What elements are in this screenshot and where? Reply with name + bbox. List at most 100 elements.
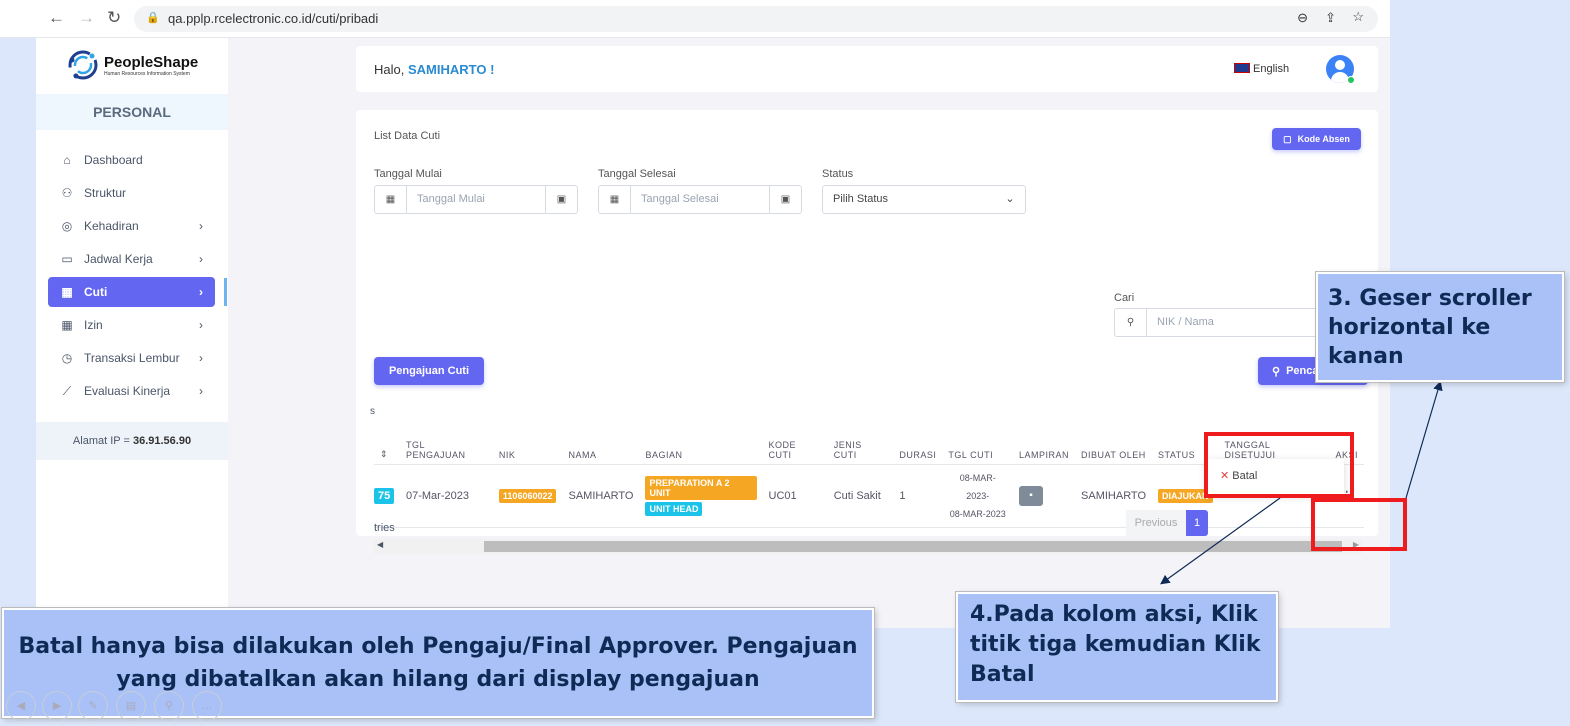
batal-menu-item[interactable]: ✕ Batal [1220, 470, 1257, 482]
column-header[interactable]: DIBUAT OLEH [1075, 420, 1153, 465]
column-header[interactable]: AKSI [1329, 420, 1364, 465]
reload-icon[interactable]: ↻ [107, 8, 122, 27]
entries-text: tries [374, 522, 395, 534]
horizontal-scrollbar[interactable]: ◀ ▶ [374, 539, 1362, 554]
tgl-cuti-end: 08-MAR-2023 [949, 508, 1006, 519]
column-header[interactable]: KODE CUTI [762, 420, 828, 465]
ip-label: Alamat IP = [72, 435, 130, 447]
column-header[interactable]: NAMA [562, 420, 640, 465]
sidebar-item-cuti[interactable]: ▦ Cuti › [48, 277, 215, 307]
sidebar-item-label: Struktur [84, 186, 127, 200]
chevron-down-icon: ⌄ [1005, 193, 1015, 205]
previous-button[interactable]: Previous [1126, 510, 1186, 536]
highlight-box-scroll [1311, 498, 1407, 551]
calendar-picker-icon[interactable]: ▣ [545, 186, 577, 213]
column-header[interactable]: TGL CUTI [942, 420, 1013, 465]
column-header[interactable]: ⇕ [374, 420, 400, 465]
calendar-icon: ▦ [375, 186, 407, 213]
column-header[interactable]: BAGIAN [639, 420, 763, 465]
nik-badge: 1106060022 [498, 488, 557, 503]
kode-absen-button[interactable]: ▢ Kode Absen [1272, 128, 1361, 150]
chevron-right-icon: › [199, 351, 203, 365]
close-icon: ✕ [1220, 470, 1230, 482]
calendar-picker-icon[interactable]: ▣ [769, 186, 801, 213]
browser-toolbar: ← → ↻ 🔒 qa.pplp.rcelectronic.co.id/cuti/… [0, 0, 1390, 38]
star-icon[interactable]: ☆ [1352, 9, 1364, 24]
calendar-icon: ▦ [61, 318, 73, 332]
sidebar-item-label: Dashboard [84, 153, 143, 167]
status-label: Status [822, 168, 854, 180]
sidebar-item-transaksi-lembur[interactable]: ◷ Transaksi Lembur › [48, 343, 215, 373]
sidebar: PeopleShape Human Resources Information S… [36, 38, 228, 628]
sidebar-item-jadwal-kerja[interactable]: ▭ Jadwal Kerja › [48, 244, 215, 274]
column-header[interactable]: LAMPIRAN [1013, 420, 1076, 465]
sidebar-item-struktur[interactable]: ⚇ Struktur [48, 178, 215, 208]
status-select[interactable]: Pilih Status ⌄ [822, 185, 1026, 214]
id-badge: 75 [374, 487, 395, 504]
scroll-right-icon[interactable]: ▶ [1352, 540, 1359, 549]
tanggal-selesai-input[interactable]: ▦ Tanggal Selesai ▣ [598, 185, 802, 214]
uk-flag-icon [1234, 63, 1250, 73]
top-header: Halo, SAMIHARTO ! English [356, 46, 1378, 92]
image-attachment-icon[interactable]: ▪ [1019, 485, 1043, 506]
language-selector[interactable]: English [1234, 63, 1289, 75]
zoom-icon[interactable]: ⊖ [1297, 10, 1308, 25]
sidebar-item-kehadiran[interactable]: ◎ Kehadiran › [48, 211, 215, 241]
pengajuan-cuti-button[interactable]: Pengajuan Cuti [374, 357, 484, 385]
forward-icon[interactable]: → [78, 8, 95, 27]
language-label: English [1253, 63, 1290, 75]
more-icon[interactable]: … [192, 691, 222, 721]
action-menu: ✕ Batal [1206, 459, 1344, 495]
briefcase-icon: ▭ [61, 252, 73, 266]
sidebar-item-label: Izin [84, 318, 103, 332]
column-header[interactable]: NIK [492, 420, 563, 465]
logo-icon [68, 50, 98, 80]
cell-nama: SAMIHARTO [562, 464, 640, 528]
logo: PeopleShape Human Resources Information S… [66, 48, 198, 82]
scroll-left-icon[interactable]: ◀ [377, 540, 384, 549]
panel-title: List Data Cuti [374, 130, 441, 142]
arrow-step4 [1160, 497, 1281, 585]
slides-icon[interactable]: ▤ [116, 691, 146, 721]
sidebar-item-label: Cuti [84, 285, 108, 299]
info-callout: Batal hanya bisa dilakukan oleh Pengaju/… [2, 608, 874, 718]
chevron-right-icon: › [199, 384, 203, 398]
column-header[interactable]: TGL PENGAJUAN [400, 420, 493, 465]
greeting: Halo, SAMIHARTO ! [374, 62, 494, 77]
step4-callout: 4.Pada kolom aksi, Klik titik tiga kemud… [956, 592, 1278, 702]
share-icon[interactable]: ⇪ [1325, 10, 1336, 25]
chart-icon: ⟋ [62, 383, 72, 398]
batal-label: Batal [1232, 470, 1258, 482]
cell-kode: UC01 [762, 464, 828, 528]
column-header[interactable]: JENIS CUTI [827, 420, 894, 465]
arrow-step3 [1405, 380, 1443, 499]
tanggal-mulai-input[interactable]: ▦ Tanggal Mulai ▣ [374, 185, 578, 214]
kode-absen-label: Kode Absen [1297, 134, 1350, 144]
clock-icon: ◷ [61, 351, 73, 365]
cari-label: Cari [1114, 292, 1135, 304]
fingerprint-icon: ◎ [61, 219, 73, 233]
chevron-right-icon: › [199, 318, 203, 332]
page-1-button[interactable]: 1 [1186, 510, 1208, 536]
search-icon: ⚲ [1272, 365, 1281, 378]
chevron-right-icon: › [199, 219, 203, 233]
pen-icon[interactable]: ✎ [78, 691, 108, 721]
sidebar-item-evaluasi-kinerja[interactable]: ⟋ Evaluasi Kinerja › [48, 376, 215, 406]
back-icon[interactable]: ← [48, 8, 65, 27]
step3-callout: 3. Geser scroller horizontal ke kanan [1316, 272, 1564, 382]
sidebar-item-izin[interactable]: ▦ Izin › [48, 310, 215, 340]
next-slide-icon[interactable]: ▶ [42, 691, 72, 721]
zoom-icon[interactable]: ⚲ [154, 691, 184, 721]
prev-slide-icon[interactable]: ◀ [6, 691, 36, 721]
column-header[interactable]: DURASI [893, 420, 943, 465]
sidebar-item-label: Jadwal Kerja [84, 252, 153, 266]
scrollbar-thumb[interactable] [484, 541, 1342, 552]
highlight-box-aksi [1204, 432, 1354, 498]
sidebar-scroll-indicator[interactable] [224, 278, 227, 306]
calendar-icon: ▦ [599, 186, 631, 213]
section-title: PERSONAL [36, 94, 228, 130]
org-chart-icon: ⚇ [61, 186, 73, 200]
sidebar-item-dashboard[interactable]: ⌂ Dashboard [48, 145, 215, 175]
address-bar[interactable]: 🔒 qa.pplp.rcelectronic.co.id/cuti/pribad… [134, 6, 1378, 32]
